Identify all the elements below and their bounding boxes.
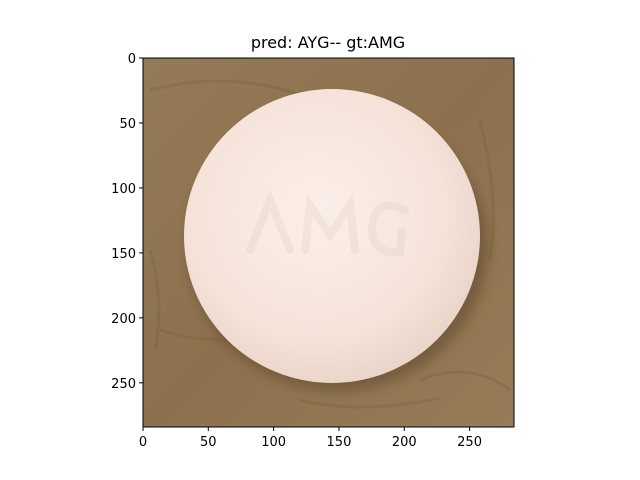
photo-area xyxy=(143,58,514,427)
x-tick-label: 250 xyxy=(457,435,482,450)
x-tick-label: 200 xyxy=(392,435,417,450)
y-tick-label: 0 xyxy=(128,52,136,67)
y-axis: 0 50 100 150 200 250 xyxy=(111,52,143,392)
axes-frame xyxy=(142,57,515,428)
x-tick-label: 0 xyxy=(139,435,147,450)
y-tick-label: 250 xyxy=(111,377,136,392)
y-tick-label: 150 xyxy=(111,247,136,262)
x-tick-label: 150 xyxy=(327,435,352,450)
y-tick-label: 50 xyxy=(119,117,136,132)
pill xyxy=(184,89,480,383)
y-tick-label: 200 xyxy=(111,312,136,327)
figure-title: pred: AYG-- gt:AMG xyxy=(250,33,406,52)
pill-imprint xyxy=(246,189,409,257)
y-tick-label: 100 xyxy=(111,182,136,197)
x-tick-label: 100 xyxy=(261,435,286,450)
x-axis: 0 50 100 150 200 250 xyxy=(139,427,482,450)
x-tick-label: 50 xyxy=(200,435,217,450)
